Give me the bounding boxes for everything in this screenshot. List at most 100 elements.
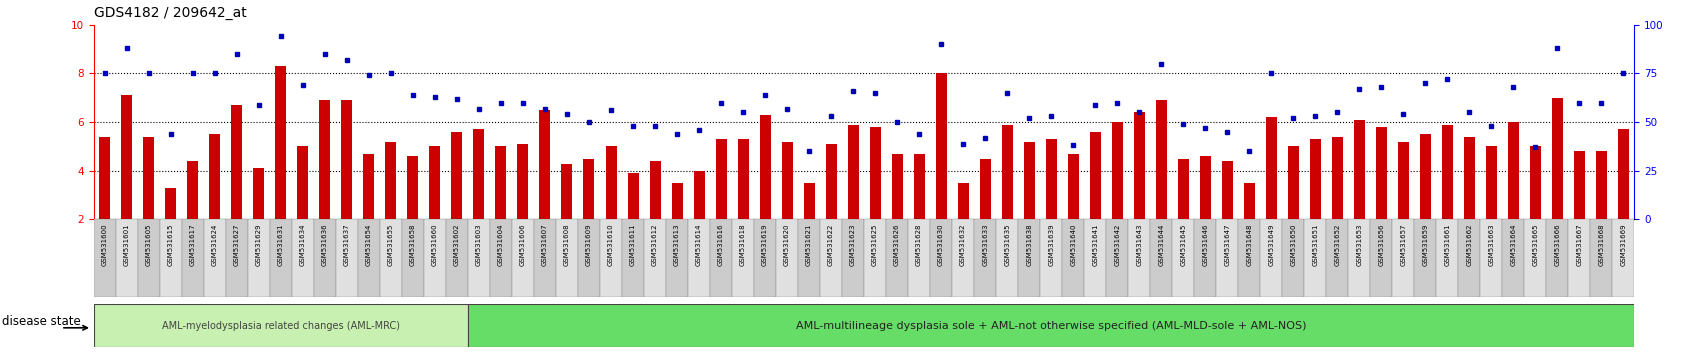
Bar <box>1354 120 1364 219</box>
Text: GSM531611: GSM531611 <box>629 223 636 266</box>
Bar <box>1594 152 1606 219</box>
Text: GSM531640: GSM531640 <box>1069 223 1076 266</box>
Bar <box>247 219 269 297</box>
Text: GSM531609: GSM531609 <box>585 223 592 266</box>
Text: GSM531622: GSM531622 <box>827 223 834 266</box>
Bar <box>951 219 974 297</box>
Bar <box>1176 159 1188 219</box>
Text: GSM531602: GSM531602 <box>454 223 460 266</box>
Text: GSM531612: GSM531612 <box>651 223 658 266</box>
Bar <box>996 219 1018 297</box>
Bar <box>714 139 726 219</box>
Bar <box>1545 219 1567 297</box>
Bar <box>1243 183 1253 219</box>
Bar <box>622 219 643 297</box>
Text: GSM531655: GSM531655 <box>387 223 394 266</box>
Bar <box>445 219 467 297</box>
Text: GSM531625: GSM531625 <box>871 223 878 266</box>
Bar <box>1332 137 1342 219</box>
Bar <box>358 219 380 297</box>
Text: GSM531659: GSM531659 <box>1422 223 1427 266</box>
Bar <box>275 66 286 219</box>
Text: GSM531641: GSM531641 <box>1091 223 1098 266</box>
Bar <box>1374 127 1386 219</box>
Bar <box>1067 154 1078 219</box>
Bar <box>1265 117 1275 219</box>
Bar <box>665 219 687 297</box>
Bar <box>1134 113 1144 219</box>
Text: GSM531664: GSM531664 <box>1509 223 1516 266</box>
Text: GSM531668: GSM531668 <box>1598 223 1603 266</box>
Bar <box>605 147 616 219</box>
Bar <box>870 127 880 219</box>
Text: GDS4182 / 209642_at: GDS4182 / 209642_at <box>94 6 247 20</box>
Bar <box>1458 219 1480 297</box>
Bar <box>182 219 205 297</box>
Bar <box>885 219 907 297</box>
Bar <box>600 219 622 297</box>
Bar <box>188 161 198 219</box>
Text: GSM531628: GSM531628 <box>916 223 922 266</box>
Text: GSM531634: GSM531634 <box>300 223 305 266</box>
Bar <box>627 173 638 219</box>
Bar <box>578 219 600 297</box>
Text: GSM531613: GSM531613 <box>673 223 680 266</box>
Bar <box>709 219 731 297</box>
Bar <box>583 159 593 219</box>
Text: GSM531630: GSM531630 <box>938 223 943 266</box>
Bar <box>94 304 467 347</box>
Bar <box>1154 100 1166 219</box>
Bar <box>1441 125 1453 219</box>
Bar <box>1303 219 1325 297</box>
Text: GSM531653: GSM531653 <box>1355 223 1362 266</box>
Bar <box>934 73 946 219</box>
Bar <box>116 219 138 297</box>
Bar <box>402 219 423 297</box>
Text: GSM531637: GSM531637 <box>344 223 350 266</box>
Text: GSM531660: GSM531660 <box>431 223 438 266</box>
Bar <box>892 154 902 219</box>
Bar <box>1112 122 1122 219</box>
Bar <box>803 183 813 219</box>
Bar <box>556 219 578 297</box>
Bar <box>1105 219 1127 297</box>
Bar <box>1149 219 1171 297</box>
Bar <box>1485 147 1495 219</box>
Bar <box>517 144 529 219</box>
Bar <box>1463 137 1473 219</box>
Bar <box>754 219 776 297</box>
Text: GSM531618: GSM531618 <box>740 223 745 266</box>
Bar <box>143 137 153 219</box>
Text: GSM531623: GSM531623 <box>849 223 856 266</box>
Bar <box>842 219 863 297</box>
Text: GSM531652: GSM531652 <box>1333 223 1340 266</box>
Bar <box>494 147 506 219</box>
Bar <box>974 219 996 297</box>
Text: GSM531656: GSM531656 <box>1378 223 1383 266</box>
Text: GSM531669: GSM531669 <box>1620 223 1625 266</box>
Bar <box>1369 219 1391 297</box>
Bar <box>269 219 292 297</box>
Text: GSM531621: GSM531621 <box>805 223 812 266</box>
Bar <box>99 137 111 219</box>
Text: AML-myelodysplasia related changes (AML-MRC): AML-myelodysplasia related changes (AML-… <box>162 321 399 331</box>
Bar <box>489 219 512 297</box>
Bar <box>210 134 220 219</box>
Text: GSM531631: GSM531631 <box>278 223 283 266</box>
Bar <box>165 188 176 219</box>
Bar <box>1309 139 1320 219</box>
Bar <box>731 219 754 297</box>
Bar <box>914 154 924 219</box>
Text: GSM531657: GSM531657 <box>1400 223 1405 266</box>
Bar <box>292 219 314 297</box>
Text: GSM531663: GSM531663 <box>1487 223 1494 266</box>
Text: GSM531615: GSM531615 <box>167 223 174 266</box>
Bar <box>650 161 660 219</box>
Text: GSM531665: GSM531665 <box>1531 223 1538 266</box>
Text: GSM531619: GSM531619 <box>762 223 767 266</box>
Bar <box>534 219 556 297</box>
Text: GSM531614: GSM531614 <box>696 223 702 266</box>
Text: GSM531603: GSM531603 <box>476 223 483 266</box>
Text: GSM531651: GSM531651 <box>1311 223 1318 266</box>
Bar <box>1529 147 1540 219</box>
